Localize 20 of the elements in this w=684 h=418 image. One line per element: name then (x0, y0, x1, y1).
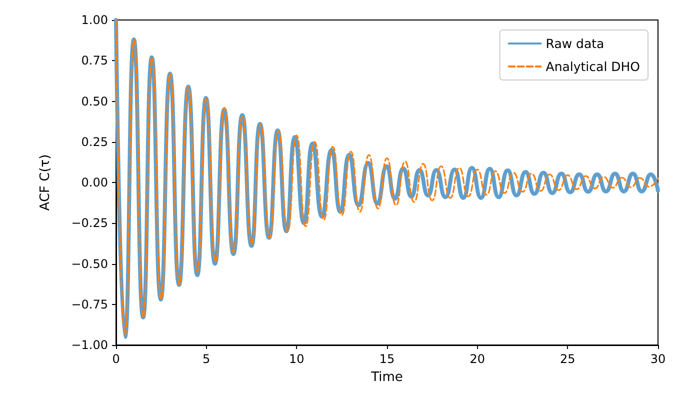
legend-label: Analytical DHO (546, 59, 640, 74)
y-tick-label: −0.50 (71, 256, 108, 271)
y-tick-label: −0.25 (71, 216, 108, 230)
x-tick-label: 30 (650, 352, 666, 366)
y-tick-label: 0.25 (81, 134, 108, 149)
legend-label: Raw data (546, 36, 604, 51)
x-tick-label: 5 (202, 352, 210, 366)
x-tick-label: 20 (470, 352, 485, 366)
y-tick-label: 1.00 (81, 13, 108, 27)
x-tick-label: 25 (560, 352, 576, 366)
y-tick-label: −1.00 (71, 338, 108, 352)
y-tick-label: 0.75 (81, 54, 108, 68)
y-axis-title: ACF C(τ) (38, 154, 53, 211)
y-tick-label: 0.00 (81, 176, 108, 190)
x-tick-label: 0 (112, 352, 120, 366)
y-tick-label: −0.75 (71, 297, 108, 312)
y-tick-label: 0.50 (81, 94, 108, 108)
x-tick-label: 10 (289, 352, 304, 366)
x-axis-title: Time (370, 370, 403, 385)
x-tick-label: 15 (379, 352, 395, 366)
